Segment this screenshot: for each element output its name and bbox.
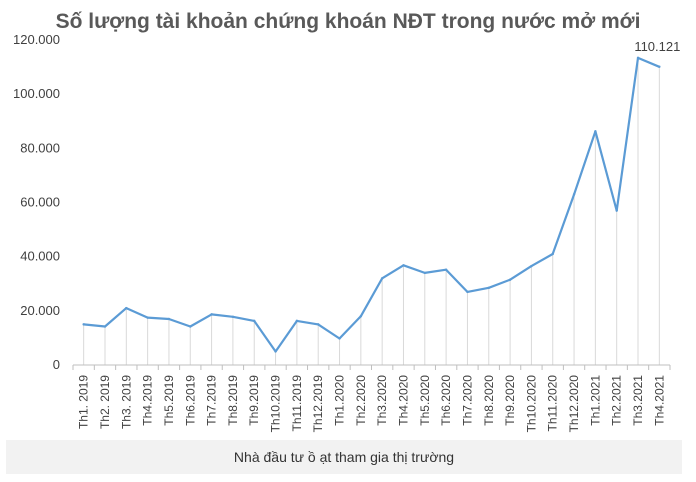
x-tick-label: Th7.2020: [460, 375, 474, 426]
x-tick-label: Th10.2020: [524, 375, 538, 433]
x-tick-label: Th1.2020: [333, 375, 347, 426]
y-tick-label: 100.000: [13, 86, 60, 101]
x-tick-label: Th8.2020: [482, 375, 496, 426]
x-tick-label: Th10.2019: [269, 375, 283, 433]
data-point: [274, 350, 277, 353]
data-point: [380, 277, 384, 280]
x-tick-label: Th7.2019: [205, 375, 219, 426]
x-tick-label: Th12.2020: [567, 375, 581, 433]
data-point: [551, 252, 554, 256]
x-tick-label: Th5.2020: [418, 375, 432, 426]
x-tick-label: Th11.2019: [290, 375, 304, 432]
x-tick-label: Th6.2019: [183, 375, 197, 426]
data-point: [594, 130, 597, 133]
x-tick-label: Th3.2020: [375, 375, 389, 426]
x-tick-label: Th4.2020: [396, 375, 410, 426]
data-point: [508, 278, 512, 281]
y-axis: 0 20.000 40.000 60.000 80.000 100.000 120.000: [13, 32, 60, 372]
data-point: [359, 315, 363, 318]
data-point: [636, 56, 640, 60]
data-point: [167, 317, 171, 321]
data-point: [210, 313, 213, 316]
data-point: [402, 264, 405, 267]
y-tick-label: 20.000: [20, 303, 60, 318]
x-tick-label: Th9.2019: [247, 375, 261, 426]
data-point: [82, 323, 85, 326]
annotation-layer: 110.121: [634, 39, 680, 54]
x-tick-label: Th9.2020: [503, 375, 517, 426]
data-point: [125, 306, 128, 310]
y-tick-label: 60.000: [20, 195, 60, 210]
x-tick-label: Th5.2019: [162, 375, 176, 426]
x-tick-label: Th11.2020: [546, 375, 560, 432]
chart-title: Số lượng tài khoản chứng khoán NĐT trong…: [55, 10, 641, 33]
data-label: 110.121: [634, 39, 680, 54]
x-tick-label: Th1. 2019: [77, 375, 91, 429]
data-point: [658, 65, 661, 68]
data-point: [295, 319, 299, 323]
x-tick-label: Th2.2021: [610, 375, 624, 426]
x-tick-label: Th4.2021: [652, 375, 666, 426]
data-point: [615, 209, 618, 212]
data-point: [103, 325, 107, 328]
data-point: [530, 264, 533, 268]
series-layer: [82, 56, 661, 353]
x-tick-label: Th3.2021: [631, 375, 645, 426]
x-tick-label: Th12.2019: [311, 375, 325, 433]
data-point: [487, 286, 490, 290]
x-tick-label: Th2. 2019: [98, 375, 112, 429]
x-tick-label: Th4.2019: [141, 375, 155, 426]
data-point: [466, 290, 469, 294]
y-tick-label: 40.000: [20, 249, 60, 264]
data-point: [316, 323, 320, 326]
data-point: [231, 315, 235, 318]
x-tick-label: Th2.2020: [354, 375, 368, 426]
x-tick-label: Th3. 2019: [119, 375, 133, 429]
y-tick-label: 120.000: [13, 32, 60, 47]
data-point: [253, 319, 256, 323]
y-tick-label: 0: [53, 357, 60, 372]
drop-lines: [83, 57, 660, 365]
series-line: [83, 56, 660, 353]
y-tick-label: 80.000: [20, 140, 60, 155]
x-ticks: Th1. 2019 Th2. 2019 Th3. 2019 Th4.2019 Th5.2…: [72, 365, 671, 433]
x-tick-label: Th6.2020: [439, 375, 453, 426]
x-tick-label: Th1.2021: [588, 375, 602, 426]
data-point: [146, 316, 149, 319]
caption-bar: Nhà đầu tư ồ ạt tham gia thị trường: [6, 440, 682, 474]
caption-text: Nhà đầu tư ồ ạt tham gia thị trường: [233, 449, 455, 465]
data-point: [444, 268, 448, 271]
x-tick-label: Th8.2019: [226, 375, 240, 426]
data-point: [572, 193, 576, 196]
data-point: [423, 271, 427, 275]
data-point: [189, 325, 192, 328]
data-point: [338, 337, 341, 340]
